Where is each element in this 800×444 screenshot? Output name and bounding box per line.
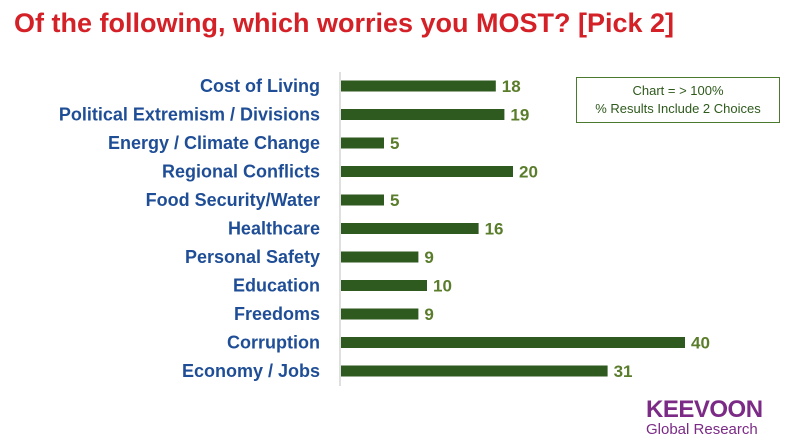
value-label: 20 bbox=[519, 163, 538, 182]
note-box: Chart = > 100% % Results Include 2 Choic… bbox=[576, 77, 780, 123]
category-label: Corruption bbox=[227, 333, 320, 353]
bar bbox=[341, 223, 479, 234]
value-label: 5 bbox=[390, 134, 399, 153]
bar bbox=[341, 337, 685, 348]
bar bbox=[341, 251, 419, 263]
category-label: Regional Conflicts bbox=[162, 162, 320, 182]
category-label: Political Extremism / Divisions bbox=[59, 105, 320, 125]
value-label: 40 bbox=[691, 334, 710, 353]
bar bbox=[341, 137, 384, 149]
bars-group: Cost of Living 18 Political Extremism / Di… bbox=[59, 76, 710, 381]
category-label: Education bbox=[233, 276, 320, 296]
category-label: Personal Safety bbox=[185, 247, 320, 267]
note-line-1: Chart = > 100% bbox=[632, 83, 724, 98]
value-label: 9 bbox=[424, 248, 433, 267]
value-label: 10 bbox=[433, 277, 452, 296]
bar bbox=[341, 365, 608, 377]
note-line-2: % Results Include 2 Choices bbox=[595, 101, 761, 116]
bar bbox=[341, 109, 505, 120]
logo-brand: KEEVOON bbox=[646, 396, 763, 423]
bar bbox=[341, 308, 419, 320]
category-label: Freedoms bbox=[234, 304, 320, 324]
category-label: Healthcare bbox=[228, 219, 320, 239]
category-label: Economy / Jobs bbox=[182, 361, 320, 381]
brand-logo: KEEVOON Global Research bbox=[646, 398, 796, 438]
logo-subtitle: Global Research bbox=[646, 421, 758, 438]
chart-title: Of the following, which worries you MOST… bbox=[14, 8, 675, 38]
category-label: Cost of Living bbox=[200, 76, 320, 96]
value-label: 5 bbox=[390, 191, 399, 210]
bar bbox=[341, 194, 384, 206]
bar bbox=[341, 166, 513, 177]
value-label: 9 bbox=[424, 305, 433, 324]
value-label: 31 bbox=[614, 362, 633, 381]
value-label: 18 bbox=[502, 77, 521, 96]
category-label: Energy / Climate Change bbox=[108, 133, 320, 153]
bar bbox=[341, 80, 496, 92]
category-label: Food Security/Water bbox=[146, 190, 320, 210]
value-label: 19 bbox=[510, 106, 529, 125]
bar bbox=[341, 280, 427, 291]
value-label: 16 bbox=[485, 220, 504, 239]
